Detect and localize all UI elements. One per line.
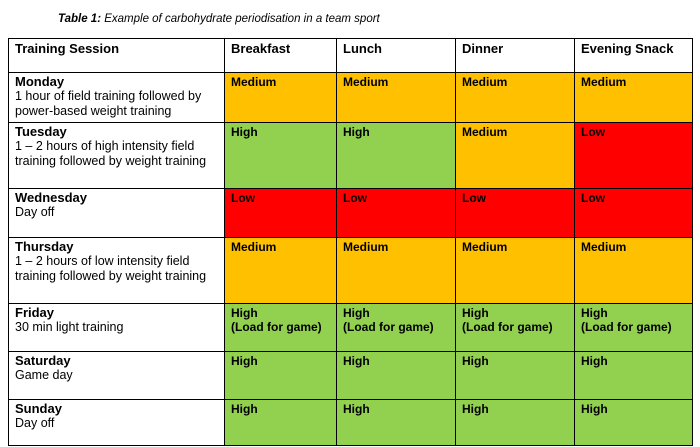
cell-evening-snack: High (574, 351, 693, 400)
header-lunch: Lunch (336, 38, 456, 73)
day-name: Monday (15, 74, 65, 89)
level-label: Medium (343, 75, 389, 89)
level-label: Low (581, 191, 605, 205)
session-description: 30 min light training (15, 320, 124, 334)
level-label: Medium (581, 75, 627, 89)
level-label: High (462, 402, 489, 416)
session-cell: Saturday Game day (8, 351, 225, 400)
day-name: Friday (15, 305, 55, 320)
table-caption: Table 1: Example of carbohydrate periodi… (58, 12, 380, 26)
level-label: High (231, 306, 258, 320)
session-description: Day off (15, 416, 55, 430)
load-note: (Load for game) (581, 320, 672, 334)
table-row: Thursday 1 – 2 hours of low intensity fie… (8, 237, 693, 304)
load-note: (Load for game) (343, 320, 434, 334)
level-label: High (343, 402, 370, 416)
session-cell: Friday 30 min light training (8, 303, 225, 352)
level-label: Medium (462, 240, 508, 254)
cell-evening-snack: Low (574, 122, 693, 189)
cell-breakfast: Medium (224, 237, 337, 304)
table-row: Sunday Day off High High High High (8, 399, 693, 446)
cell-dinner: High (455, 351, 575, 400)
level-label: High (343, 306, 370, 320)
cell-lunch: Low (336, 188, 456, 238)
caption-label: Table 1: (58, 13, 102, 25)
day-name: Saturday (15, 353, 71, 368)
session-cell: Tuesday 1 – 2 hours of high intensity fie… (8, 122, 225, 189)
table-row: Friday 30 min light training High (Load for… (8, 303, 693, 352)
session-description: Game day (15, 368, 73, 382)
session-description: 1 – 2 hours of low intensity field train… (15, 254, 207, 283)
cell-breakfast: High (224, 122, 337, 189)
level-label: Medium (343, 240, 389, 254)
level-label: Low (231, 191, 255, 205)
cell-dinner: Medium (455, 237, 575, 304)
day-name: Sunday (15, 401, 62, 416)
level-label: High (343, 125, 370, 139)
header-evening-snack: Evening Snack (574, 38, 693, 73)
cell-lunch: Medium (336, 72, 456, 123)
level-label: High (231, 354, 258, 368)
table-row: Saturday Game day High High High High (8, 351, 693, 400)
cell-dinner: High (455, 399, 575, 446)
cell-breakfast: Medium (224, 72, 337, 123)
cell-lunch: High (336, 399, 456, 446)
session-description: 1 – 2 hours of high intensity field trai… (15, 139, 207, 168)
cell-dinner: Low (455, 188, 575, 238)
header-training-session: Training Session (8, 38, 225, 73)
session-cell: Monday 1 hour of field training followed … (8, 72, 225, 123)
cell-lunch: High (336, 351, 456, 400)
day-name: Tuesday (15, 124, 67, 139)
load-note: (Load for game) (231, 320, 322, 334)
level-label: High (231, 125, 258, 139)
header-row: Training Session Breakfast Lunch Dinner … (8, 38, 693, 73)
cell-dinner: High (Load for game) (455, 303, 575, 352)
level-label: Medium (231, 75, 277, 89)
level-label: High (581, 402, 608, 416)
level-label: High (462, 354, 489, 368)
level-label: High (343, 354, 370, 368)
level-label: High (231, 402, 258, 416)
table-row: Monday 1 hour of field training followed … (8, 72, 693, 123)
table-row: Wednesday Day off Low Low Low Low (8, 188, 693, 238)
cell-breakfast: High (224, 351, 337, 400)
level-label: High (581, 306, 608, 320)
cell-dinner: Medium (455, 122, 575, 189)
cell-dinner: Medium (455, 72, 575, 123)
level-label: Medium (231, 240, 277, 254)
level-label: Low (462, 191, 486, 205)
cell-evening-snack: High (574, 399, 693, 446)
level-label: Medium (581, 240, 627, 254)
header-breakfast: Breakfast (224, 38, 337, 73)
session-cell: Thursday 1 – 2 hours of low intensity fie… (8, 237, 225, 304)
caption-text: Example of carbohydrate periodisation in… (101, 13, 380, 25)
header-dinner: Dinner (455, 38, 575, 73)
table-row: Tuesday 1 – 2 hours of high intensity fie… (8, 122, 693, 189)
level-label: Low (343, 191, 367, 205)
cell-breakfast: High (Load for game) (224, 303, 337, 352)
day-name: Wednesday (15, 190, 88, 205)
cell-evening-snack: Low (574, 188, 693, 238)
cell-breakfast: Low (224, 188, 337, 238)
session-description: Day off (15, 205, 55, 219)
cell-breakfast: High (224, 399, 337, 446)
level-label: Medium (462, 125, 508, 139)
cell-evening-snack: Medium (574, 237, 693, 304)
session-cell: Sunday Day off (8, 399, 225, 446)
carbohydrate-table: Training Session Breakfast Lunch Dinner … (8, 38, 693, 446)
session-description: 1 hour of field training followed by pow… (15, 89, 202, 118)
load-note: (Load for game) (462, 320, 553, 334)
level-label: Low (581, 125, 605, 139)
level-label: Medium (462, 75, 508, 89)
cell-lunch: High (336, 122, 456, 189)
day-name: Thursday (15, 239, 74, 254)
cell-evening-snack: High (Load for game) (574, 303, 693, 352)
cell-evening-snack: Medium (574, 72, 693, 123)
level-label: High (581, 354, 608, 368)
cell-lunch: Medium (336, 237, 456, 304)
session-cell: Wednesday Day off (8, 188, 225, 238)
cell-lunch: High (Load for game) (336, 303, 456, 352)
level-label: High (462, 306, 489, 320)
